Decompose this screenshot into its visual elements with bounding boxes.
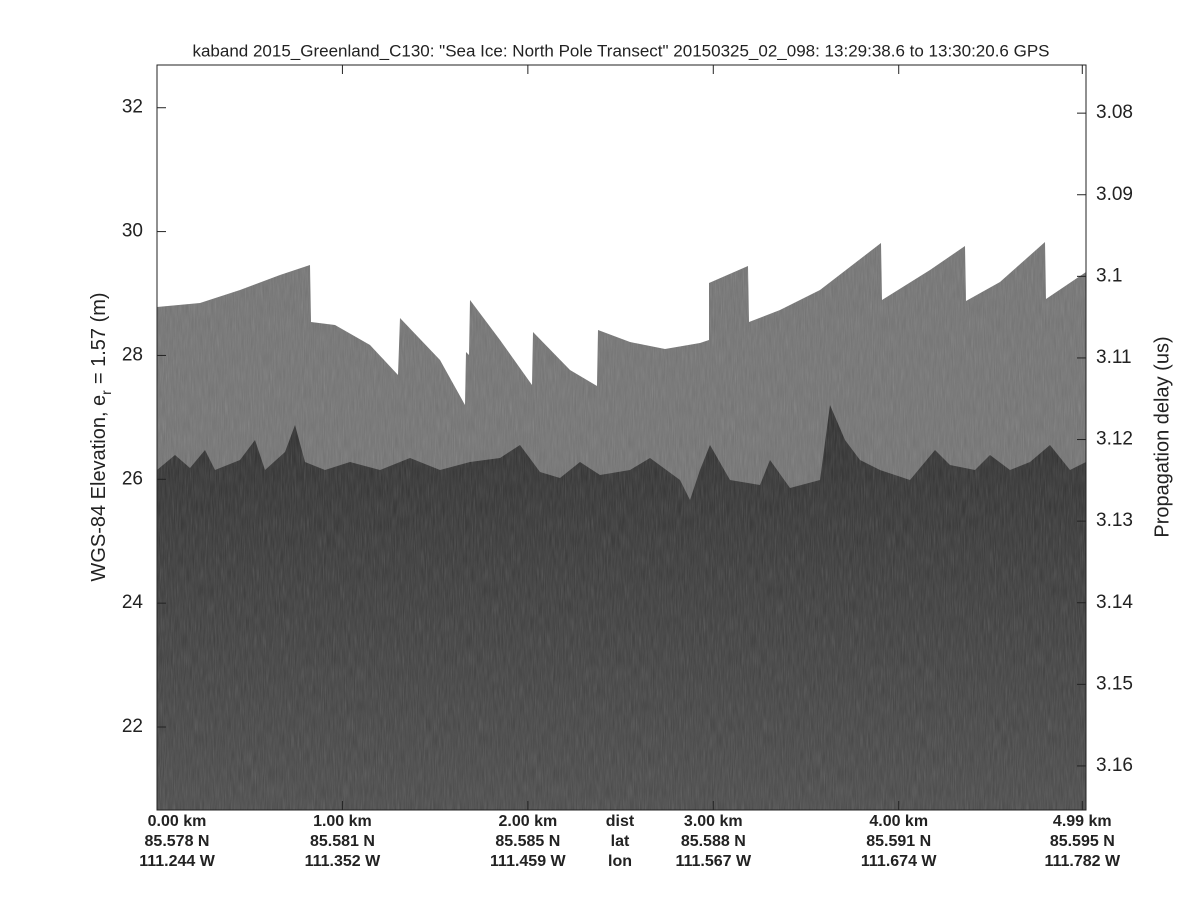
y-tick-label: 26: [122, 468, 143, 489]
surface-mask: [157, 65, 1086, 405]
y2-axis-label: Propagation delay (us): [1151, 336, 1173, 537]
x-tick-lat: 85.585 N: [495, 833, 560, 850]
x-tick-lat: 85.588 N: [681, 833, 746, 850]
y2-tick-label: 3.12: [1096, 429, 1133, 450]
x-tick-label: 4.00 km: [869, 813, 928, 830]
x-row-label: lon: [608, 853, 632, 870]
y2-tick-label: 3.15: [1096, 673, 1133, 694]
y2-tick-label: 3.09: [1096, 184, 1133, 205]
x-tick-label: 0.00 km: [148, 813, 207, 830]
x-row-label: lat: [611, 833, 630, 850]
y2-tick-label: 3.11: [1096, 347, 1132, 368]
x-tick-lon: 111.352 W: [305, 853, 382, 870]
y-tick-label: 24: [122, 592, 144, 613]
x-tick-lon: 111.244 W: [139, 853, 216, 870]
x-tick-lat: 85.591 N: [866, 833, 931, 850]
y-label-suffix: = 1.57 (m): [88, 292, 110, 384]
x-tick-label: 3.00 km: [684, 813, 743, 830]
x-tick-lon: 111.567 W: [675, 853, 752, 870]
y2-tick-label: 3.08: [1096, 102, 1133, 123]
y2-tick-label: 3.1: [1096, 265, 1122, 286]
x-tick-lon: 111.782 W: [1044, 853, 1121, 870]
x-tick-lon: 111.674 W: [861, 853, 938, 870]
y2-tick-label: 3.14: [1096, 592, 1133, 613]
x-tick-label: 4.99 km: [1053, 813, 1112, 830]
y2-tick-label: 3.13: [1096, 510, 1133, 531]
x-tick-lon: 111.459 W: [490, 853, 567, 870]
x-row-label: dist: [606, 813, 635, 830]
x-tick-label: 2.00 km: [498, 813, 557, 830]
x-tick-lat: 85.578 N: [145, 833, 210, 850]
y-tick-label: 30: [122, 221, 143, 242]
axes-box: [156, 64, 1087, 811]
y-axis-label: WGS-84 Elevation, er = 1.57 (m): [88, 292, 113, 581]
x-tick-label: 1.00 km: [313, 813, 372, 830]
y-tick-label: 28: [122, 344, 143, 365]
y-tick-label: 22: [122, 716, 143, 737]
y-label-subscript: r: [98, 390, 114, 395]
x-tick-lat: 85.581 N: [310, 833, 375, 850]
y-label-text: WGS-84 Elevation, e: [88, 395, 110, 582]
echogram-image: [157, 65, 1086, 810]
y2-tick-label: 3.16: [1096, 755, 1133, 776]
x-tick-lat: 85.595 N: [1050, 833, 1115, 850]
chart-title: kaband 2015_Greenland_C130: "Sea Ice: No…: [192, 41, 1049, 60]
y-tick-label: 32: [122, 97, 143, 118]
